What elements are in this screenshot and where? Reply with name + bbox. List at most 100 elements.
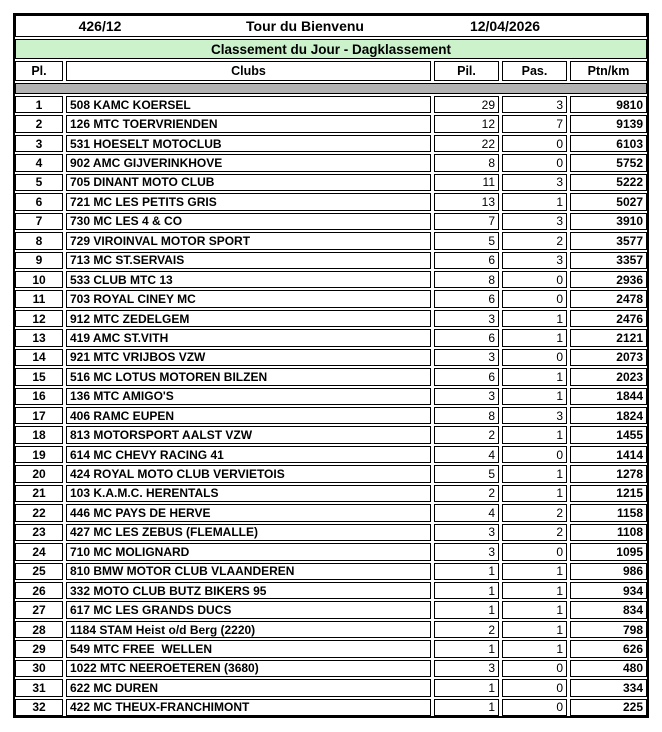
cell-pilots: 4 — [434, 445, 499, 464]
cell-place: 16 — [15, 387, 63, 405]
cell-club: 136 MTC AMIGO'S — [66, 387, 431, 405]
table-row: 30 1022 MTC NEEROETEREN (3680) 3 0 480 — [15, 659, 647, 678]
cell-club: 813 MOTORSPORT AALST VZW — [66, 426, 431, 444]
cell-passengers: 1 — [502, 387, 567, 405]
cell-passengers: 1 — [502, 620, 567, 639]
cell-pilots: 4 — [434, 504, 499, 522]
cell-passengers: 0 — [502, 543, 567, 561]
cell-club: 1022 MTC NEEROETEREN (3680) — [66, 659, 431, 678]
cell-place: 27 — [15, 601, 63, 619]
table-row: 29 549 MTC FREE WELLEN 1 1 626 — [15, 640, 647, 658]
event-date: 12/04/2026 — [469, 18, 541, 34]
cell-points-km: 2476 — [570, 309, 647, 328]
table-row: 28 1184 STAM Heist o/d Berg (2220) 2 1 7… — [15, 620, 647, 639]
classification-banner: Classement du Jour - Dagklassement — [15, 39, 647, 59]
cell-club: 614 MC CHEVY RACING 41 — [66, 445, 431, 464]
table-row: 22 446 MC PAYS DE HERVE 4 2 1158 — [15, 504, 647, 522]
table-row: 31 622 MC DUREN 1 0 334 — [15, 679, 647, 697]
cell-passengers: 2 — [502, 232, 567, 250]
cell-points-km: 2936 — [570, 270, 647, 289]
cell-points-km: 6103 — [570, 134, 647, 153]
cell-pilots: 3 — [434, 309, 499, 328]
cell-place: 4 — [15, 154, 63, 172]
cell-passengers: 1 — [502, 193, 567, 211]
cell-place: 8 — [15, 232, 63, 250]
table-row: 15 516 MC LOTUS MOTOREN BILZEN 6 1 2023 — [15, 368, 647, 386]
cell-pilots: 29 — [434, 96, 499, 114]
column-header-ptnkm: Ptn/km — [570, 61, 647, 81]
cell-place: 1 — [15, 96, 63, 114]
table-row: 5 705 DINANT MOTO CLUB 11 3 5222 — [15, 173, 647, 192]
table-row: 19 614 MC CHEVY RACING 41 4 0 1414 — [15, 445, 647, 464]
cell-pilots: 2 — [434, 484, 499, 503]
cell-pilots: 3 — [434, 659, 499, 678]
cell-passengers: 1 — [502, 581, 567, 600]
column-header-pil: Pil. — [434, 61, 499, 81]
cell-pilots: 1 — [434, 698, 499, 716]
cell-points-km: 1158 — [570, 504, 647, 522]
cell-pilots: 3 — [434, 387, 499, 405]
table-row: 24 710 MC MOLIGNARD 3 0 1095 — [15, 543, 647, 561]
cell-points-km: 480 — [570, 659, 647, 678]
cell-points-km: 1824 — [570, 407, 647, 425]
cell-passengers: 1 — [502, 562, 567, 580]
cell-place: 18 — [15, 426, 63, 444]
table-row: 27 617 MC LES GRANDS DUCS 1 1 834 — [15, 601, 647, 619]
cell-pilots: 5 — [434, 232, 499, 250]
cell-club: 902 AMC GIJVERINKHOVE — [66, 154, 431, 172]
cell-club: 332 MOTO CLUB BUTZ BIKERS 95 — [66, 581, 431, 600]
cell-place: 21 — [15, 484, 63, 503]
cell-place: 17 — [15, 407, 63, 425]
table-row: 9 713 MC ST.SERVAIS 6 3 3357 — [15, 251, 647, 269]
cell-points-km: 5752 — [570, 154, 647, 172]
table-row: 20 424 ROYAL MOTO CLUB VERVIETOIS 5 1 12… — [15, 465, 647, 483]
cell-pilots: 8 — [434, 270, 499, 289]
column-header-row: Pl. Clubs Pil. Pas. Ptn/km — [15, 61, 647, 81]
table-row: 21 103 K.A.M.C. HERENTALS 2 1 1215 — [15, 484, 647, 503]
cell-passengers: 0 — [502, 348, 567, 367]
cell-club: 533 CLUB MTC 13 — [66, 270, 431, 289]
cell-club: 730 MC LES 4 & CO — [66, 212, 431, 231]
table-row: 11 703 ROYAL CINEY MC 6 0 2478 — [15, 290, 647, 308]
cell-passengers: 0 — [502, 154, 567, 172]
results-sheet: 426/12 Tour du Bienvenu 12/04/2026 Class… — [13, 13, 649, 718]
cell-club: 508 KAMC KOERSEL — [66, 96, 431, 114]
cell-club: 422 MC THEUX-FRANCHIMONT — [66, 698, 431, 716]
cell-pilots: 13 — [434, 193, 499, 211]
cell-passengers: 2 — [502, 523, 567, 542]
cell-pilots: 7 — [434, 212, 499, 231]
cell-points-km: 1414 — [570, 445, 647, 464]
cell-pilots: 1 — [434, 562, 499, 580]
table-row: 25 810 BMW MOTOR CLUB VLAANDEREN 1 1 986 — [15, 562, 647, 580]
table-row: 14 921 MTC VRIJBOS VZW 3 0 2073 — [15, 348, 647, 367]
cell-passengers: 0 — [502, 659, 567, 678]
cell-place: 19 — [15, 445, 63, 464]
cell-club: 126 MTC TOERVRIENDEN — [66, 115, 431, 133]
cell-place: 14 — [15, 348, 63, 367]
cell-points-km: 2478 — [570, 290, 647, 308]
cell-place: 3 — [15, 134, 63, 153]
cell-club: 1184 STAM Heist o/d Berg (2220) — [66, 620, 431, 639]
cell-place: 22 — [15, 504, 63, 522]
cell-points-km: 1095 — [570, 543, 647, 561]
cell-pilots: 8 — [434, 154, 499, 172]
cell-points-km: 225 — [570, 698, 647, 716]
cell-club: 446 MC PAYS DE HERVE — [66, 504, 431, 522]
cell-club: 921 MTC VRIJBOS VZW — [66, 348, 431, 367]
cell-place: 24 — [15, 543, 63, 561]
table-row: 3 531 HOESELT MOTOCLUB 22 0 6103 — [15, 134, 647, 153]
cell-passengers: 2 — [502, 504, 567, 522]
cell-passengers: 0 — [502, 679, 567, 697]
cell-club: 713 MC ST.SERVAIS — [66, 251, 431, 269]
cell-club: 703 ROYAL CINEY MC — [66, 290, 431, 308]
cell-passengers: 0 — [502, 698, 567, 716]
cell-points-km: 1278 — [570, 465, 647, 483]
cell-pilots: 2 — [434, 426, 499, 444]
cell-pilots: 1 — [434, 679, 499, 697]
cell-club: 531 HOESELT MOTOCLUB — [66, 134, 431, 153]
cell-points-km: 986 — [570, 562, 647, 580]
cell-place: 15 — [15, 368, 63, 386]
title-bar: 426/12 Tour du Bienvenu 12/04/2026 — [15, 15, 647, 37]
cell-club: 549 MTC FREE WELLEN — [66, 640, 431, 658]
cell-passengers: 1 — [502, 484, 567, 503]
